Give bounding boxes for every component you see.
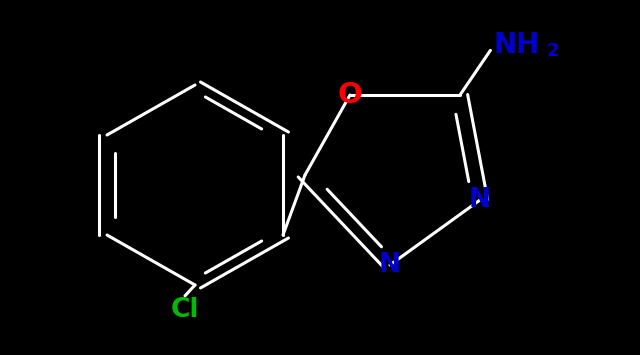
- Text: N: N: [379, 252, 401, 278]
- Text: 2: 2: [547, 42, 559, 60]
- Text: Cl: Cl: [171, 297, 199, 323]
- Text: O: O: [337, 81, 362, 109]
- Text: NH: NH: [493, 31, 540, 59]
- Text: N: N: [469, 187, 491, 213]
